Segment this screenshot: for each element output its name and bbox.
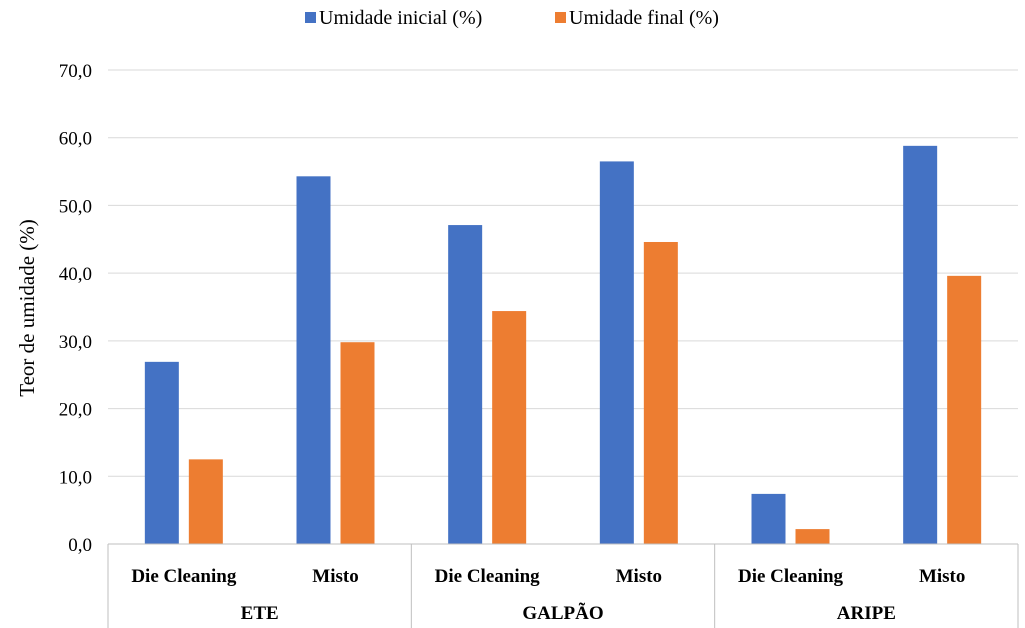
bar-umidade-final-ete-die-cleaning bbox=[188, 459, 223, 544]
x-category-label: Misto bbox=[919, 566, 965, 587]
y-tick-label: 60,0 bbox=[59, 129, 92, 150]
bar-umidade-final-aripe-misto bbox=[947, 275, 982, 544]
y-axis-ticks: 0,0 10,0 20,0 30,0 40,0 50,0 60,0 70,0 bbox=[59, 61, 92, 556]
gridlines bbox=[108, 69, 1018, 477]
y-tick-label: 50,0 bbox=[59, 196, 92, 217]
x-category-label: Die Cleaning bbox=[738, 566, 844, 587]
y-tick-label: 40,0 bbox=[59, 264, 92, 285]
y-tick-label: 0,0 bbox=[68, 535, 92, 556]
x-category-label: Die Cleaning bbox=[131, 566, 237, 587]
bar-umidade-inicial-aripe-die-cleaning bbox=[751, 493, 786, 544]
x-group-label: ARIPE bbox=[837, 603, 896, 624]
bar-umidade-inicial-ete-misto bbox=[296, 176, 331, 544]
bars bbox=[144, 145, 982, 544]
y-tick-label: 20,0 bbox=[59, 400, 92, 421]
x-group-label: ETE bbox=[241, 603, 279, 624]
y-tick-label: 30,0 bbox=[59, 332, 92, 353]
bar-umidade-final-ete-misto bbox=[340, 342, 375, 544]
legend-label-umidade-final: Umidade final (%) bbox=[569, 7, 719, 29]
x-category-label: Misto bbox=[616, 566, 662, 587]
bar-umidade-final-galpao-die-cleaning bbox=[492, 311, 527, 544]
legend: Umidade inicial (%) Umidade final (%) bbox=[305, 7, 719, 29]
x-group-label: GALPÃO bbox=[522, 602, 603, 624]
legend-label-umidade-inicial: Umidade inicial (%) bbox=[319, 7, 482, 29]
legend-swatch-umidade-inicial bbox=[305, 12, 316, 23]
y-axis-label: Teor de umidade (%) bbox=[15, 219, 39, 397]
y-tick-label: 70,0 bbox=[59, 61, 92, 82]
x-category-label: Die Cleaning bbox=[435, 566, 541, 587]
x-category-label: Misto bbox=[312, 566, 358, 587]
legend-swatch-umidade-final bbox=[555, 12, 566, 23]
bar-umidade-final-galpao-misto bbox=[643, 241, 678, 544]
bar-umidade-final-aripe-die-cleaning bbox=[795, 529, 830, 544]
y-tick-label: 10,0 bbox=[59, 467, 92, 488]
bar-umidade-inicial-ete-die-cleaning bbox=[144, 361, 179, 544]
bar-umidade-inicial-aripe-misto bbox=[903, 145, 938, 544]
x-axis: Die Cleaning Misto Die Cleaning Misto Die Cl… bbox=[107, 543, 1019, 628]
bar-umidade-inicial-galpao-die-cleaning bbox=[448, 225, 483, 544]
bar-umidade-inicial-galpao-misto bbox=[599, 161, 634, 544]
